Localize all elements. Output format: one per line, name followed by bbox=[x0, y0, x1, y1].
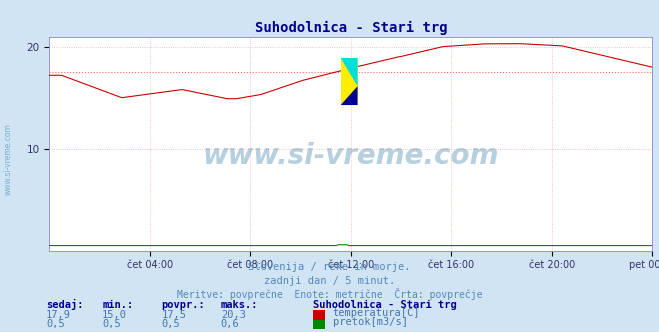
Text: www.si-vreme.com: www.si-vreme.com bbox=[203, 142, 499, 170]
Text: 0,5: 0,5 bbox=[161, 319, 180, 329]
Text: www.si-vreme.com: www.si-vreme.com bbox=[3, 124, 13, 195]
Text: 0,5: 0,5 bbox=[102, 319, 121, 329]
Text: 20,3: 20,3 bbox=[221, 310, 246, 320]
Text: Meritve: povprečne  Enote: metrične  Črta: povprečje: Meritve: povprečne Enote: metrične Črta:… bbox=[177, 288, 482, 300]
Text: maks.:: maks.: bbox=[221, 300, 258, 310]
Text: min.:: min.: bbox=[102, 300, 133, 310]
Text: zadnji dan / 5 minut.: zadnji dan / 5 minut. bbox=[264, 276, 395, 286]
Text: 17,5: 17,5 bbox=[161, 310, 186, 320]
Text: temperatura[C]: temperatura[C] bbox=[333, 308, 420, 318]
Text: 0,6: 0,6 bbox=[221, 319, 239, 329]
Polygon shape bbox=[341, 86, 358, 105]
Text: povpr.:: povpr.: bbox=[161, 300, 205, 310]
Text: 17,9: 17,9 bbox=[46, 310, 71, 320]
Text: Suhodolnica - Stari trg: Suhodolnica - Stari trg bbox=[313, 300, 457, 310]
Text: Slovenija / reke in morje.: Slovenija / reke in morje. bbox=[248, 262, 411, 272]
Text: pretok[m3/s]: pretok[m3/s] bbox=[333, 317, 408, 327]
Text: 15,0: 15,0 bbox=[102, 310, 127, 320]
Bar bbox=[341, 58, 358, 105]
Text: sedaj:: sedaj: bbox=[46, 299, 84, 310]
Title: Suhodolnica - Stari trg: Suhodolnica - Stari trg bbox=[254, 21, 447, 35]
Polygon shape bbox=[341, 58, 358, 86]
Text: 0,5: 0,5 bbox=[46, 319, 65, 329]
